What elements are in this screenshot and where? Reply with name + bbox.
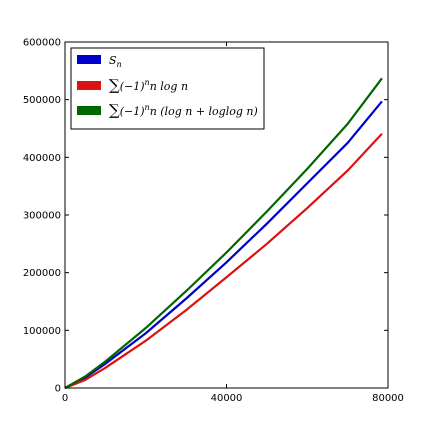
ticks-layer: 0 40000 80000 0 100000 200000 300000 400000 5000…: [23, 38, 404, 405]
legend-box: [70, 47, 265, 130]
y-tick-label-1: 100000: [23, 326, 61, 337]
series-line-0: [64, 100, 383, 389]
y-tick-label-3: 300000: [23, 211, 61, 222]
series-line-2: [64, 77, 383, 389]
legend-swatch-nlogn-loglogn: [77, 106, 101, 115]
series-line-1: [64, 132, 383, 390]
y-tick-label-0: 0: [55, 384, 61, 395]
y-tick-label-4: 400000: [23, 153, 61, 164]
legend-label-nlogn: ∑(−1)nn log n: [109, 76, 188, 94]
y-tick-label-5: 500000: [23, 95, 61, 106]
legend-swatch-nlogn: [77, 81, 101, 90]
x-tick-label-1: 40000: [211, 393, 243, 404]
series-layer: [64, 77, 383, 390]
y-tick-label-2: 200000: [23, 268, 61, 279]
y-tick-label-6: 600000: [23, 38, 61, 49]
x-tick-label-0: 0: [62, 393, 68, 404]
x-tick-label-2: 80000: [372, 393, 404, 404]
legend: Sn ∑(−1)nn log n ∑(−1)nn (log n + loglog…: [70, 47, 265, 130]
legend-swatch-sn: [77, 55, 101, 64]
